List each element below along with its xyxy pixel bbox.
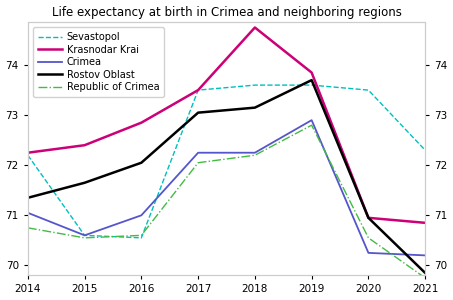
Sevastopol: [195, 88, 201, 92]
Crimea: [309, 118, 314, 122]
Sevastopol: [139, 236, 144, 240]
Crimea: [82, 234, 87, 237]
Krasnodar Krai: [82, 143, 87, 147]
Republic of Crimea: [139, 234, 144, 237]
Line: Republic of Crimea: Republic of Crimea: [28, 125, 425, 278]
Republic of Crimea: [366, 236, 371, 240]
Line: Krasnodar Krai: Krasnodar Krai: [28, 28, 425, 223]
Krasnodar Krai: [366, 216, 371, 220]
Krasnodar Krai: [309, 71, 314, 74]
Rostov Oblast: [309, 78, 314, 82]
Republic of Crimea: [309, 123, 314, 127]
Rostov Oblast: [252, 106, 258, 110]
Rostov Oblast: [139, 161, 144, 164]
Line: Crimea: Crimea: [28, 120, 425, 255]
Rostov Oblast: [25, 196, 30, 200]
Krasnodar Krai: [195, 88, 201, 92]
Line: Sevastopol: Sevastopol: [28, 85, 425, 238]
Crimea: [423, 254, 428, 257]
Sevastopol: [366, 88, 371, 92]
Crimea: [252, 151, 258, 154]
Sevastopol: [423, 148, 428, 152]
Crimea: [366, 251, 371, 255]
Sevastopol: [309, 83, 314, 87]
Republic of Crimea: [82, 236, 87, 240]
Line: Rostov Oblast: Rostov Oblast: [28, 80, 425, 273]
Rostov Oblast: [195, 111, 201, 114]
Krasnodar Krai: [252, 26, 258, 29]
Rostov Oblast: [423, 271, 428, 275]
Sevastopol: [82, 234, 87, 237]
Sevastopol: [25, 153, 30, 157]
Krasnodar Krai: [25, 151, 30, 154]
Legend: Sevastopol, Krasnodar Krai, Crimea, Rostov Oblast, Republic of Crimea: Sevastopol, Krasnodar Krai, Crimea, Rost…: [33, 27, 164, 97]
Crimea: [139, 214, 144, 217]
Crimea: [195, 151, 201, 154]
Krasnodar Krai: [423, 221, 428, 225]
Title: Life expectancy at birth in Crimea and neighboring regions: Life expectancy at birth in Crimea and n…: [52, 6, 401, 19]
Republic of Crimea: [252, 153, 258, 157]
Crimea: [25, 211, 30, 214]
Republic of Crimea: [423, 276, 428, 280]
Rostov Oblast: [82, 181, 87, 184]
Republic of Crimea: [195, 161, 201, 164]
Republic of Crimea: [25, 226, 30, 230]
Rostov Oblast: [366, 216, 371, 220]
Sevastopol: [252, 83, 258, 87]
Krasnodar Krai: [139, 121, 144, 124]
